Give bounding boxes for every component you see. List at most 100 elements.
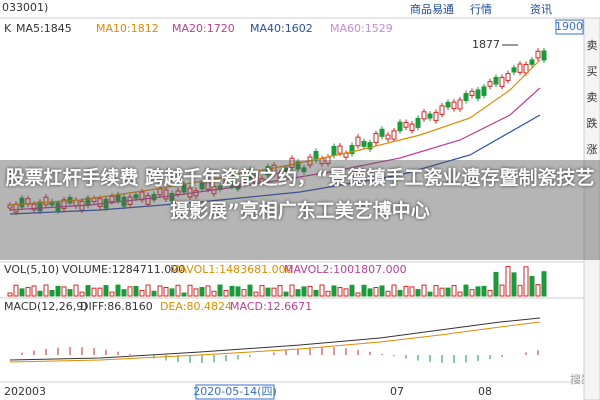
price-box — [555, 19, 584, 35]
side-button[interactable]: 涨 — [587, 143, 598, 156]
date-label: 202003 — [4, 385, 46, 398]
side-panel — [583, 17, 600, 400]
candle-body — [265, 166, 271, 176]
volume-bar — [121, 289, 127, 297]
candle-body — [535, 50, 541, 59]
volume-bar — [409, 286, 415, 297]
volume-bar — [499, 284, 505, 297]
volume-bar — [187, 284, 193, 297]
volume-bar — [139, 289, 145, 297]
macd-label: MACD:12.6671 — [230, 300, 312, 313]
volume-bar — [211, 290, 217, 297]
candle-body — [61, 199, 67, 210]
volume-bar — [295, 289, 301, 297]
menu-item[interactable]: 行情 — [470, 3, 492, 16]
candle-body — [379, 128, 385, 137]
side-button[interactable]: 跌 — [587, 116, 598, 130]
volume-bar — [523, 266, 529, 297]
candle-body — [427, 113, 433, 119]
menu-item[interactable]: 商品易通 — [410, 2, 454, 16]
vol-label: MAVOL1:1483681.000 — [170, 263, 293, 276]
ma40: MA40:1602 — [250, 22, 313, 35]
candle-body — [361, 141, 367, 147]
candle-body — [157, 188, 163, 196]
volume-bar — [49, 289, 55, 297]
volume-bar — [169, 288, 175, 297]
side-button[interactable]: 卖 — [587, 91, 598, 104]
candle-body — [145, 195, 151, 205]
headline: 股票杠杆手续费 跨越千年瓷韵之约，“景德镇手工瓷业遗存暨制瓷技艺摄影展”亮相广东… — [0, 160, 600, 260]
volume-bar — [517, 284, 523, 297]
stock-code: 033001) — [2, 1, 48, 14]
candle-body — [367, 142, 373, 150]
volume-bar — [19, 288, 25, 297]
candle-body — [301, 167, 307, 173]
candle-body — [523, 63, 529, 74]
volume-bar — [355, 292, 361, 297]
candle-body — [397, 121, 403, 132]
candle-body — [403, 121, 409, 128]
volume-bar — [505, 266, 511, 297]
macd-label: DIFF:86.8160 — [80, 300, 153, 313]
volume-bar — [493, 271, 499, 297]
volume-bar — [235, 286, 241, 297]
candle-body — [385, 134, 391, 140]
volume-bar — [451, 285, 457, 297]
candle-body — [475, 89, 481, 99]
volume-bars — [7, 266, 547, 363]
macd-label: MACD(12,26,9) — [4, 300, 88, 313]
volume-bar — [247, 284, 253, 297]
ma60: MA60:1529 — [330, 22, 393, 35]
candle-body — [169, 192, 175, 202]
ma20-line — [9, 87, 541, 211]
volume-bar — [91, 287, 97, 297]
date-label: 2020-05-14(四) — [193, 385, 277, 398]
volume-bar — [421, 284, 427, 297]
vol-label: VOLUME:1284711.000 — [62, 263, 185, 276]
candle-body — [109, 195, 115, 203]
candle-body — [349, 144, 355, 155]
volume-bar — [61, 286, 67, 297]
volume-bar — [241, 289, 247, 297]
volume-bar — [373, 286, 379, 297]
side-button[interactable]: 卖 — [587, 39, 598, 52]
volume-bar — [265, 287, 271, 297]
volume-bar — [307, 285, 313, 297]
candle-body — [433, 111, 439, 122]
vol-label: VOL(5,10) — [4, 263, 59, 276]
ma10-line — [9, 59, 541, 206]
candle-body — [469, 90, 475, 96]
candle-body — [247, 169, 253, 180]
volume-bar — [259, 285, 265, 297]
volume-bar — [175, 284, 181, 297]
candle-body — [319, 158, 325, 165]
volume-bar — [379, 285, 385, 297]
volume-bar — [337, 287, 343, 297]
volume-bar — [103, 285, 109, 297]
volume-bar — [55, 285, 61, 297]
candle-body — [541, 50, 547, 61]
volume-bar — [289, 284, 295, 297]
menu-item[interactable]: 资讯 — [530, 3, 552, 16]
candle-body — [199, 182, 205, 190]
candle-body — [295, 161, 301, 170]
volume-bar — [79, 291, 85, 297]
volume-bar — [133, 285, 139, 297]
high-label: 1877 — [472, 38, 500, 51]
volume-bar — [391, 284, 397, 297]
ma10: MA10:1812 — [96, 22, 159, 35]
candle-body — [223, 175, 229, 185]
volume-bar — [97, 287, 103, 297]
candle-body — [163, 189, 169, 200]
candle-body — [445, 101, 451, 108]
date-label: 07 — [390, 385, 404, 398]
volume-bar — [403, 285, 409, 297]
candle-body — [481, 86, 487, 96]
candle-body — [133, 194, 139, 199]
candle-body — [451, 101, 457, 110]
side-button[interactable]: 买 — [587, 65, 598, 78]
candle-body — [487, 81, 493, 87]
candle-body — [253, 175, 259, 184]
